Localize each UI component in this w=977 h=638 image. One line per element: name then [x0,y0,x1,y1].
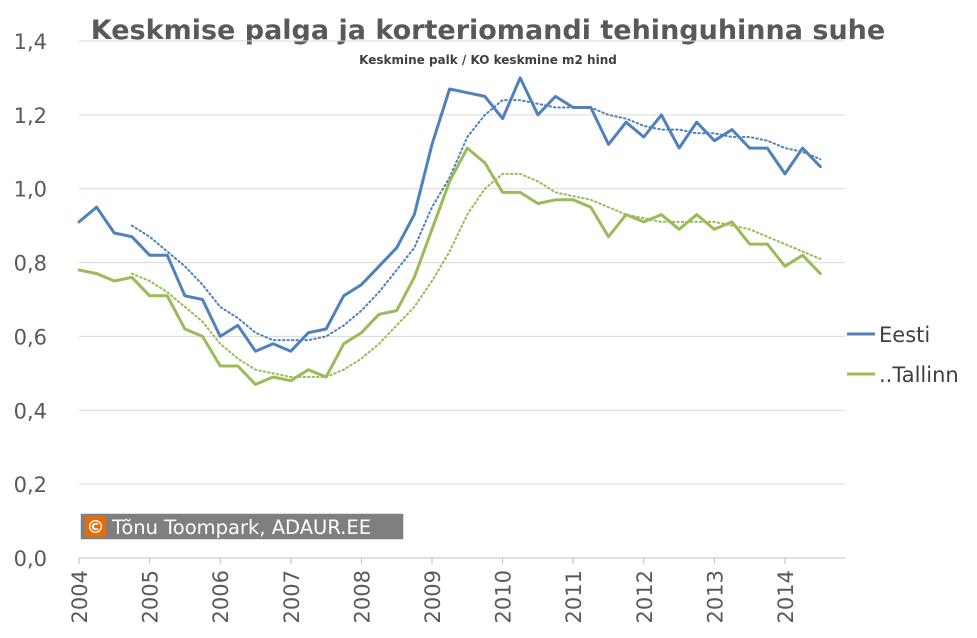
x-tick-label: 2009 [421,570,445,623]
watermark: © Tõnu Toompark, ADAUR.EE [79,512,405,541]
gridlines [79,40,845,559]
y-axis-tick-labels: 0,0 0,2 0,4 0,6 0,8 1,0 1,2 1,4 [14,30,47,571]
copyright-icon [85,516,106,537]
legend-label-tallinn: ..Tallinn [879,363,959,387]
chart-subtitle: Keskmine palk / KO keskmine m2 hind [359,53,617,67]
x-tick-label: 2013 [703,570,727,623]
x-axis-tick-labels: 2004 2005 2006 2007 2008 2009 2010 2011 2012 2013… [68,558,798,623]
x-tick-label: 2008 [350,570,374,623]
watermark-background [79,512,405,541]
watermark-text: Tõnu Toompark, ADAUR.EE [111,516,371,539]
x-tick-label: 2004 [68,570,92,623]
x-tick-label: 2006 [209,570,233,623]
x-tick-label: 2014 [774,570,798,623]
y-tick-label: 0,2 [14,473,47,497]
x-tick-label: 2010 [492,570,516,623]
x-tick-label: 2007 [280,570,304,623]
series-line-eesti [77,76,822,353]
legend-item-eesti: Eesti [847,323,930,347]
y-tick-label: 1,2 [14,104,47,128]
x-tick-label: 2005 [139,570,163,623]
y-tick-label: 0,6 [14,325,47,349]
y-tick-label: 0,8 [14,252,47,276]
series-lines [77,76,822,386]
legend-label-eesti: Eesti [879,323,930,347]
legend: Eesti ..Tallinn [847,323,959,387]
series-line-tallinn [77,146,822,386]
legend-item-tallinn: ..Tallinn [847,363,959,387]
y-tick-label: 0,0 [14,547,47,571]
y-tick-label: 1,4 [14,30,47,54]
y-tick-label: 1,0 [14,178,47,202]
copyright-symbol: © [87,517,105,538]
y-tick-label: 0,4 [14,399,47,423]
trendline-eesti [130,99,822,342]
x-tick-label: 2012 [633,570,657,623]
x-tick-label: 2011 [562,570,586,623]
